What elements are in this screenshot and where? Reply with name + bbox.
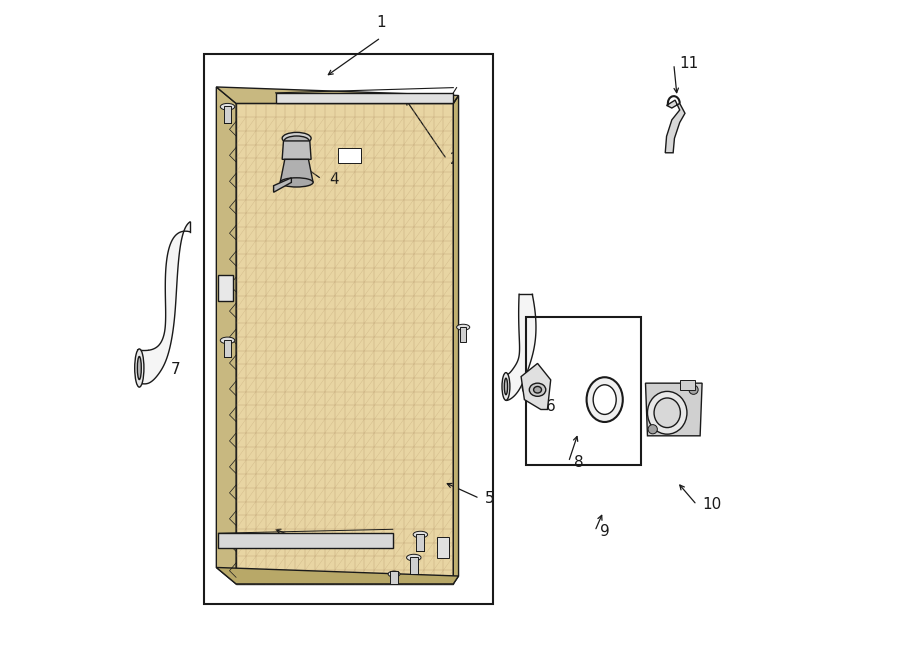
Polygon shape <box>216 87 459 103</box>
Bar <box>223 106 231 123</box>
Bar <box>410 557 418 574</box>
Ellipse shape <box>280 178 313 187</box>
Bar <box>390 570 398 584</box>
Polygon shape <box>665 100 685 153</box>
Ellipse shape <box>138 356 141 379</box>
Ellipse shape <box>593 385 616 414</box>
Ellipse shape <box>647 391 687 434</box>
Text: 4: 4 <box>329 172 339 186</box>
Text: 5: 5 <box>485 491 494 506</box>
Ellipse shape <box>654 398 680 428</box>
Ellipse shape <box>135 349 144 387</box>
Ellipse shape <box>220 337 235 344</box>
Polygon shape <box>283 141 311 159</box>
Polygon shape <box>521 364 551 409</box>
Bar <box>236 103 454 584</box>
Ellipse shape <box>456 325 470 330</box>
Text: 2: 2 <box>450 152 460 167</box>
Bar <box>460 327 466 342</box>
Ellipse shape <box>413 531 428 538</box>
Polygon shape <box>216 567 459 584</box>
Text: 1: 1 <box>376 15 386 30</box>
Ellipse shape <box>502 373 510 401</box>
Polygon shape <box>645 383 702 436</box>
Bar <box>526 317 641 465</box>
Bar <box>219 533 392 548</box>
Circle shape <box>688 385 698 395</box>
Polygon shape <box>216 87 236 584</box>
Text: 3: 3 <box>320 537 329 552</box>
Bar <box>204 54 493 603</box>
Bar <box>223 340 231 357</box>
Text: 8: 8 <box>573 455 583 470</box>
Bar <box>219 274 233 301</box>
Ellipse shape <box>388 571 400 577</box>
Text: 10: 10 <box>702 498 721 512</box>
Bar <box>680 380 695 390</box>
Ellipse shape <box>407 555 421 561</box>
Text: 9: 9 <box>600 524 610 539</box>
Ellipse shape <box>220 103 235 110</box>
Polygon shape <box>138 222 190 387</box>
Circle shape <box>648 424 657 434</box>
Polygon shape <box>280 159 313 182</box>
Bar <box>436 537 449 558</box>
Text: 7: 7 <box>170 362 180 377</box>
Bar <box>338 148 361 163</box>
Ellipse shape <box>283 132 311 144</box>
Polygon shape <box>454 96 459 584</box>
Polygon shape <box>506 294 536 401</box>
Bar <box>417 534 424 551</box>
Bar <box>275 93 454 103</box>
Ellipse shape <box>587 377 623 422</box>
Text: 11: 11 <box>680 56 698 71</box>
Text: 6: 6 <box>545 399 555 414</box>
Ellipse shape <box>534 387 542 393</box>
Ellipse shape <box>504 378 508 395</box>
Polygon shape <box>274 178 292 192</box>
Ellipse shape <box>529 383 545 397</box>
Ellipse shape <box>284 136 309 146</box>
